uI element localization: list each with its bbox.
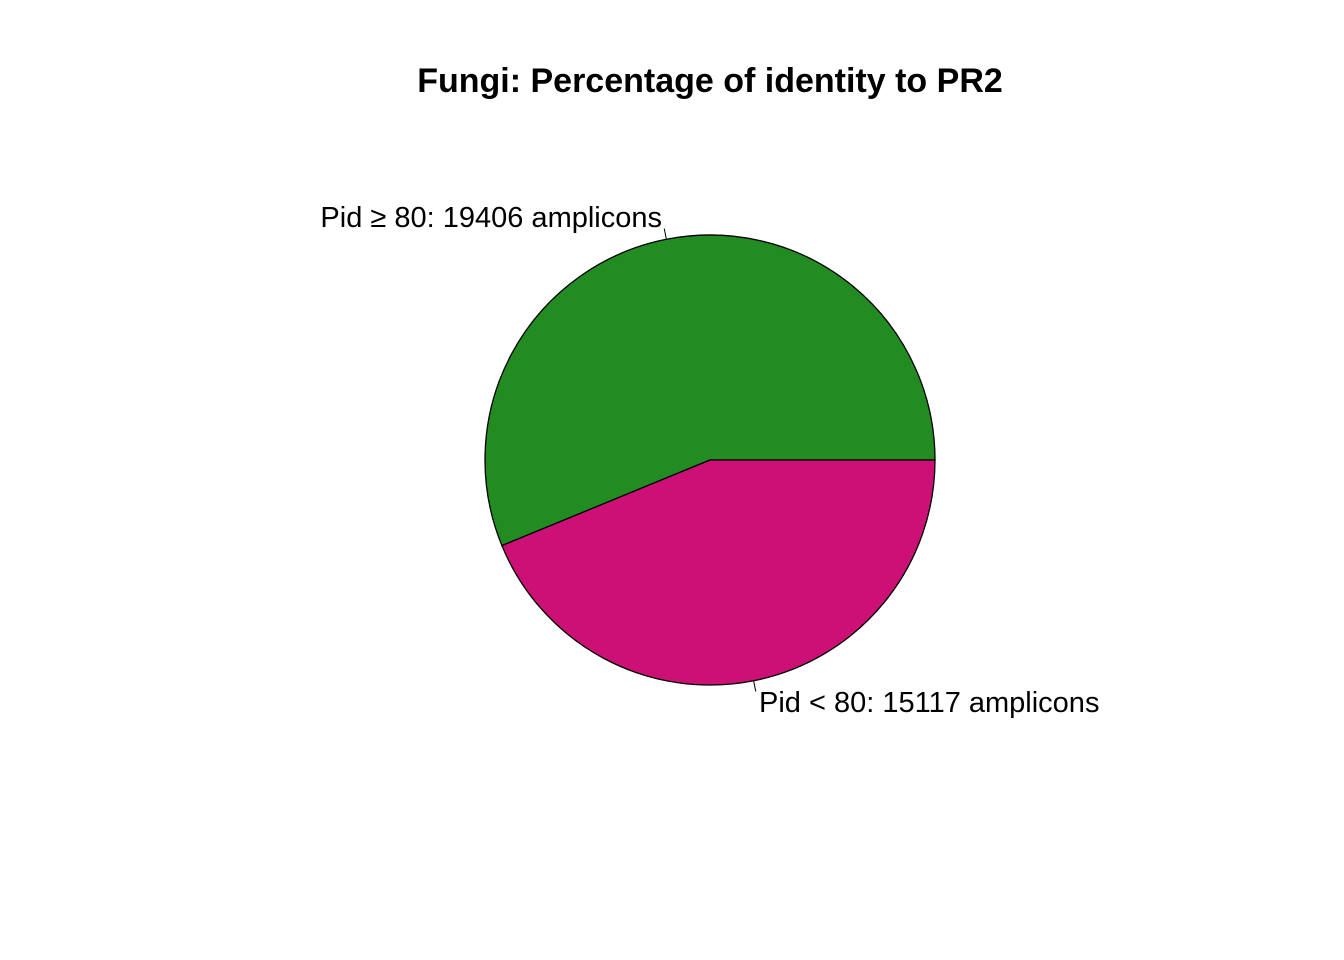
leader-line-0 <box>663 228 667 240</box>
slice-label-pid-high: Pid ≥ 80: 19406 amplicons <box>320 202 662 234</box>
leader-line-1 <box>753 680 757 692</box>
chart-title: Fungi: Percentage of identity to PR2 <box>417 62 1003 100</box>
slice-pid-high <box>484 234 936 547</box>
pie-slices <box>484 234 936 686</box>
slice-label-pid-low: Pid < 80: 15117 amplicons <box>759 687 1099 719</box>
pie-leader-lines <box>663 228 757 692</box>
